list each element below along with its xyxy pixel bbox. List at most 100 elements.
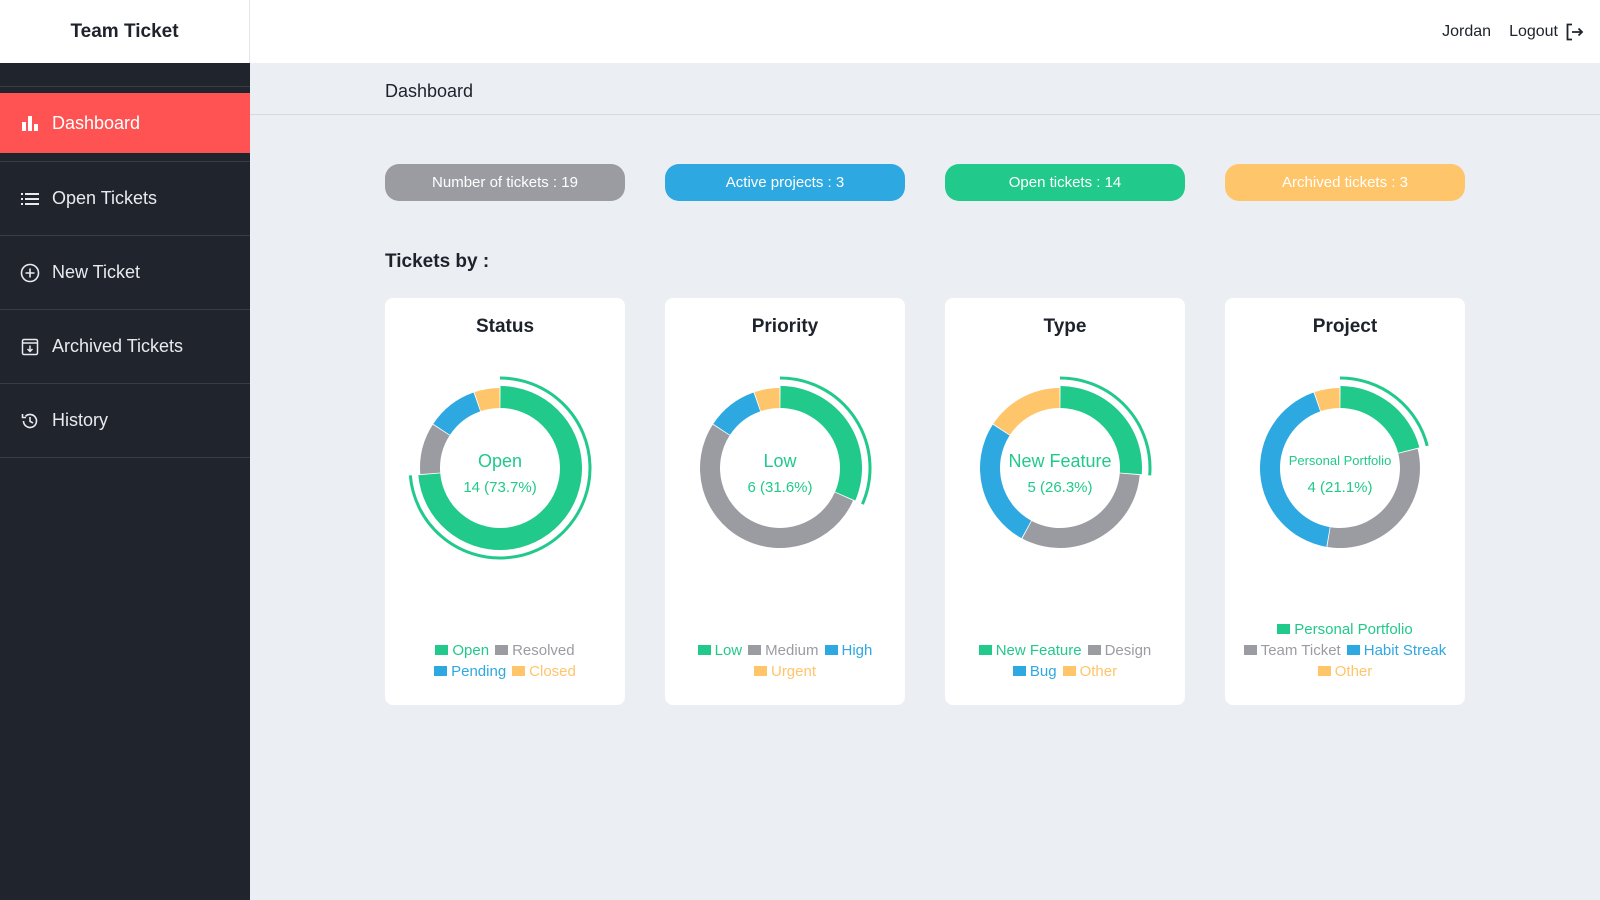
legend-swatch — [1277, 624, 1291, 634]
brand-title: Team Ticket — [0, 0, 250, 63]
slice-pending[interactable] — [433, 392, 481, 435]
slice-new-feature[interactable] — [1060, 386, 1142, 475]
chart-title: Priority — [751, 316, 819, 337]
center-label: Low — [763, 451, 797, 471]
legend-item[interactable]: Resolved — [495, 640, 575, 661]
legend-swatch — [753, 666, 767, 676]
chart-legend: Personal Portfolio Team Ticket Habit Strea… — [1225, 619, 1465, 682]
slice-urgent[interactable] — [754, 388, 780, 412]
legend-item[interactable]: New Feature — [978, 640, 1082, 661]
center-label: Personal Portfolio — [1289, 453, 1392, 468]
legend-label: Open — [452, 642, 490, 659]
legend-swatch — [435, 645, 449, 655]
sidebar-item-label: New Ticket — [52, 262, 141, 282]
stat-badge-archived-tickets: Archived tickets : 3 — [1225, 164, 1465, 201]
chart-legend: New Feature Design Bug Other — [945, 640, 1185, 682]
chart-legend: Open Resolved Pending Closed — [385, 640, 625, 682]
sidebar-item-label: Open Tickets — [52, 188, 158, 208]
sidebar-item-open-tickets[interactable]: Open Tickets — [0, 162, 250, 236]
legend-item[interactable]: Low — [697, 640, 743, 661]
sidebar-item-dashboard[interactable]: Dashboard — [0, 93, 250, 153]
legend-swatch — [495, 645, 509, 655]
legend-swatch — [824, 645, 838, 655]
chart-title: Status — [475, 316, 535, 337]
legend-swatch — [1012, 666, 1026, 676]
legend-swatch — [434, 666, 448, 676]
legend-item[interactable]: Open — [435, 640, 489, 661]
logout-label: Logout — [1509, 22, 1558, 40]
legend-label: Design — [1104, 642, 1152, 659]
slice-medium[interactable] — [700, 424, 854, 548]
slice-habit-streak[interactable] — [1260, 392, 1330, 547]
legend-label: New Feature — [995, 642, 1082, 659]
legend-item[interactable]: Closed — [512, 661, 576, 682]
legend-label: Closed — [529, 663, 576, 680]
center-value: 4 (21.1%) — [1307, 479, 1372, 496]
legend-swatch — [1317, 666, 1331, 676]
center-label: Open — [478, 451, 522, 471]
center-label: New Feature — [1008, 451, 1111, 471]
top-bar: Jordan Logout — [250, 0, 1600, 63]
legend-swatch — [512, 666, 526, 676]
slice-low[interactable] — [780, 386, 862, 501]
chart-title: Project — [1312, 316, 1378, 337]
legend-item[interactable]: Other — [1062, 661, 1118, 682]
chart-card-type: Type New Feature 5 (26.3%) New Feature Desi… — [945, 298, 1185, 705]
slice-other[interactable] — [993, 388, 1060, 435]
legend-item[interactable]: Urgent — [753, 661, 816, 682]
chart-legend: Low Medium High Urgent — [665, 640, 905, 682]
user-name: Jordan — [1442, 22, 1492, 40]
legend-item[interactable]: Other — [1317, 661, 1373, 682]
legend-item[interactable]: High — [824, 640, 872, 661]
donut-chart: Low 6 (31.6%) — [700, 376, 872, 548]
legend-swatch — [978, 645, 992, 655]
legend-item[interactable]: Medium — [748, 640, 819, 661]
stat-badge-open-tickets: Open tickets : 14 — [945, 164, 1185, 201]
legend-label: Low — [714, 642, 743, 659]
slice-closed[interactable] — [474, 388, 500, 412]
legend-item[interactable]: Bug — [1012, 661, 1057, 682]
legend-label: Bug — [1029, 663, 1057, 680]
center-value: 14 (73.7%) — [463, 479, 536, 496]
legend-item[interactable]: Team Ticket — [1243, 640, 1341, 661]
legend-label: Personal Portfolio — [1294, 621, 1413, 638]
sidebar-item-label: Archived Tickets — [52, 336, 184, 356]
center-value: 5 (26.3%) — [1027, 479, 1092, 496]
slice-bug[interactable] — [980, 424, 1032, 539]
chart-card-priority: Priority Low 6 (31.6%) Low Medium High Urgent — [665, 298, 905, 705]
legend-label: Other — [1079, 663, 1118, 680]
slice-highlight-ring — [1059, 376, 1152, 476]
legend-item[interactable]: Personal Portfolio — [1277, 619, 1413, 640]
bar-chart-icon — [20, 113, 40, 133]
legend-label: Habit Streak — [1363, 642, 1447, 659]
sidebar-item-new-ticket[interactable]: New Ticket — [0, 236, 250, 310]
slice-personal-portfolio[interactable] — [1340, 386, 1420, 453]
legend-label: Other — [1334, 663, 1373, 680]
slice-other[interactable] — [1314, 388, 1340, 412]
legend-item[interactable]: Design — [1087, 640, 1152, 661]
legend-item[interactable]: Habit Streak — [1346, 640, 1447, 661]
section-title: Tickets by : — [385, 251, 490, 272]
sidebar-item-history[interactable]: History — [0, 384, 250, 458]
list-icon — [20, 189, 40, 209]
archive-icon — [20, 337, 40, 357]
center-value: 6 (31.6%) — [747, 479, 812, 496]
divider — [0, 161, 250, 162]
legend-swatch — [697, 645, 711, 655]
logout-icon — [1566, 23, 1584, 40]
legend-swatch — [748, 645, 762, 655]
slice-highlight-ring — [1339, 376, 1429, 447]
slice-high[interactable] — [713, 392, 761, 435]
slice-highlight-ring — [408, 376, 592, 560]
chart-card-project: Project Personal Portfolio 4 (21.1%) Perso… — [1225, 298, 1465, 705]
slice-team-ticket[interactable] — [1327, 448, 1420, 548]
breadcrumb-bar: Dashboard — [250, 63, 1600, 115]
logout-button[interactable]: Logout — [1509, 22, 1584, 42]
history-icon — [20, 411, 40, 431]
legend-swatch — [1346, 645, 1360, 655]
sidebar-item-archived-tickets[interactable]: Archived Tickets — [0, 310, 250, 384]
legend-item[interactable]: Pending — [434, 661, 506, 682]
slice-design[interactable] — [1022, 473, 1140, 548]
legend-swatch — [1087, 645, 1101, 655]
slice-resolved[interactable] — [420, 424, 450, 475]
